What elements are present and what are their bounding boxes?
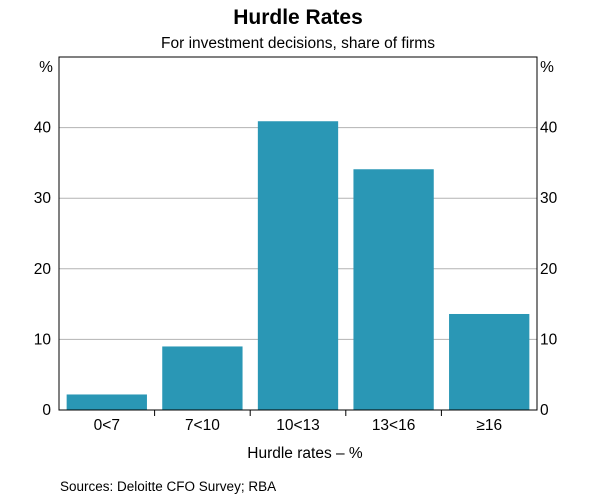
source-note: Sources: Deloitte CFO Survey; RBA — [60, 479, 276, 494]
x-tick-label: 0<7 — [94, 417, 120, 434]
chart-title: Hurdle Rates — [233, 6, 363, 29]
x-tick-label: 13<16 — [372, 417, 416, 434]
y-tick-label-right: 40 — [540, 120, 558, 137]
y-tick-label-right: 0 — [540, 402, 549, 419]
bar — [162, 346, 243, 410]
plot-frame — [58, 56, 538, 411]
bar — [449, 313, 530, 410]
y-tick-label-right: 30 — [540, 190, 558, 207]
x-tick-marks — [154, 410, 442, 416]
chart-subtitle: For investment decisions, share of firms — [161, 35, 435, 52]
x-tick-label: 10<13 — [276, 417, 320, 434]
x-tick-label: 7<10 — [185, 417, 220, 434]
y-tick-label-right: 20 — [540, 261, 558, 278]
bars — [66, 121, 530, 410]
y-unit-left: % — [39, 59, 53, 76]
y-tick-label-left: 0 — [42, 402, 51, 419]
bar — [353, 169, 434, 410]
bar — [66, 394, 147, 410]
y-tick-label-left: 40 — [34, 120, 52, 137]
y-tick-labels: 0 0 10 10 20 20 30 30 40 40 — [34, 120, 558, 419]
y-tick-label-left: 30 — [34, 190, 52, 207]
x-axis-label: Hurdle rates – % — [247, 445, 363, 462]
bar — [257, 121, 339, 410]
y-unit-right: % — [540, 59, 554, 76]
x-tick-labels: 0<7 7<10 10<13 13<16 ≥16 — [94, 417, 502, 434]
y-tick-label-left: 20 — [34, 261, 52, 278]
y-tick-label-left: 10 — [34, 331, 52, 348]
y-tick-label-right: 10 — [540, 331, 558, 348]
x-tick-label: ≥16 — [476, 417, 502, 434]
